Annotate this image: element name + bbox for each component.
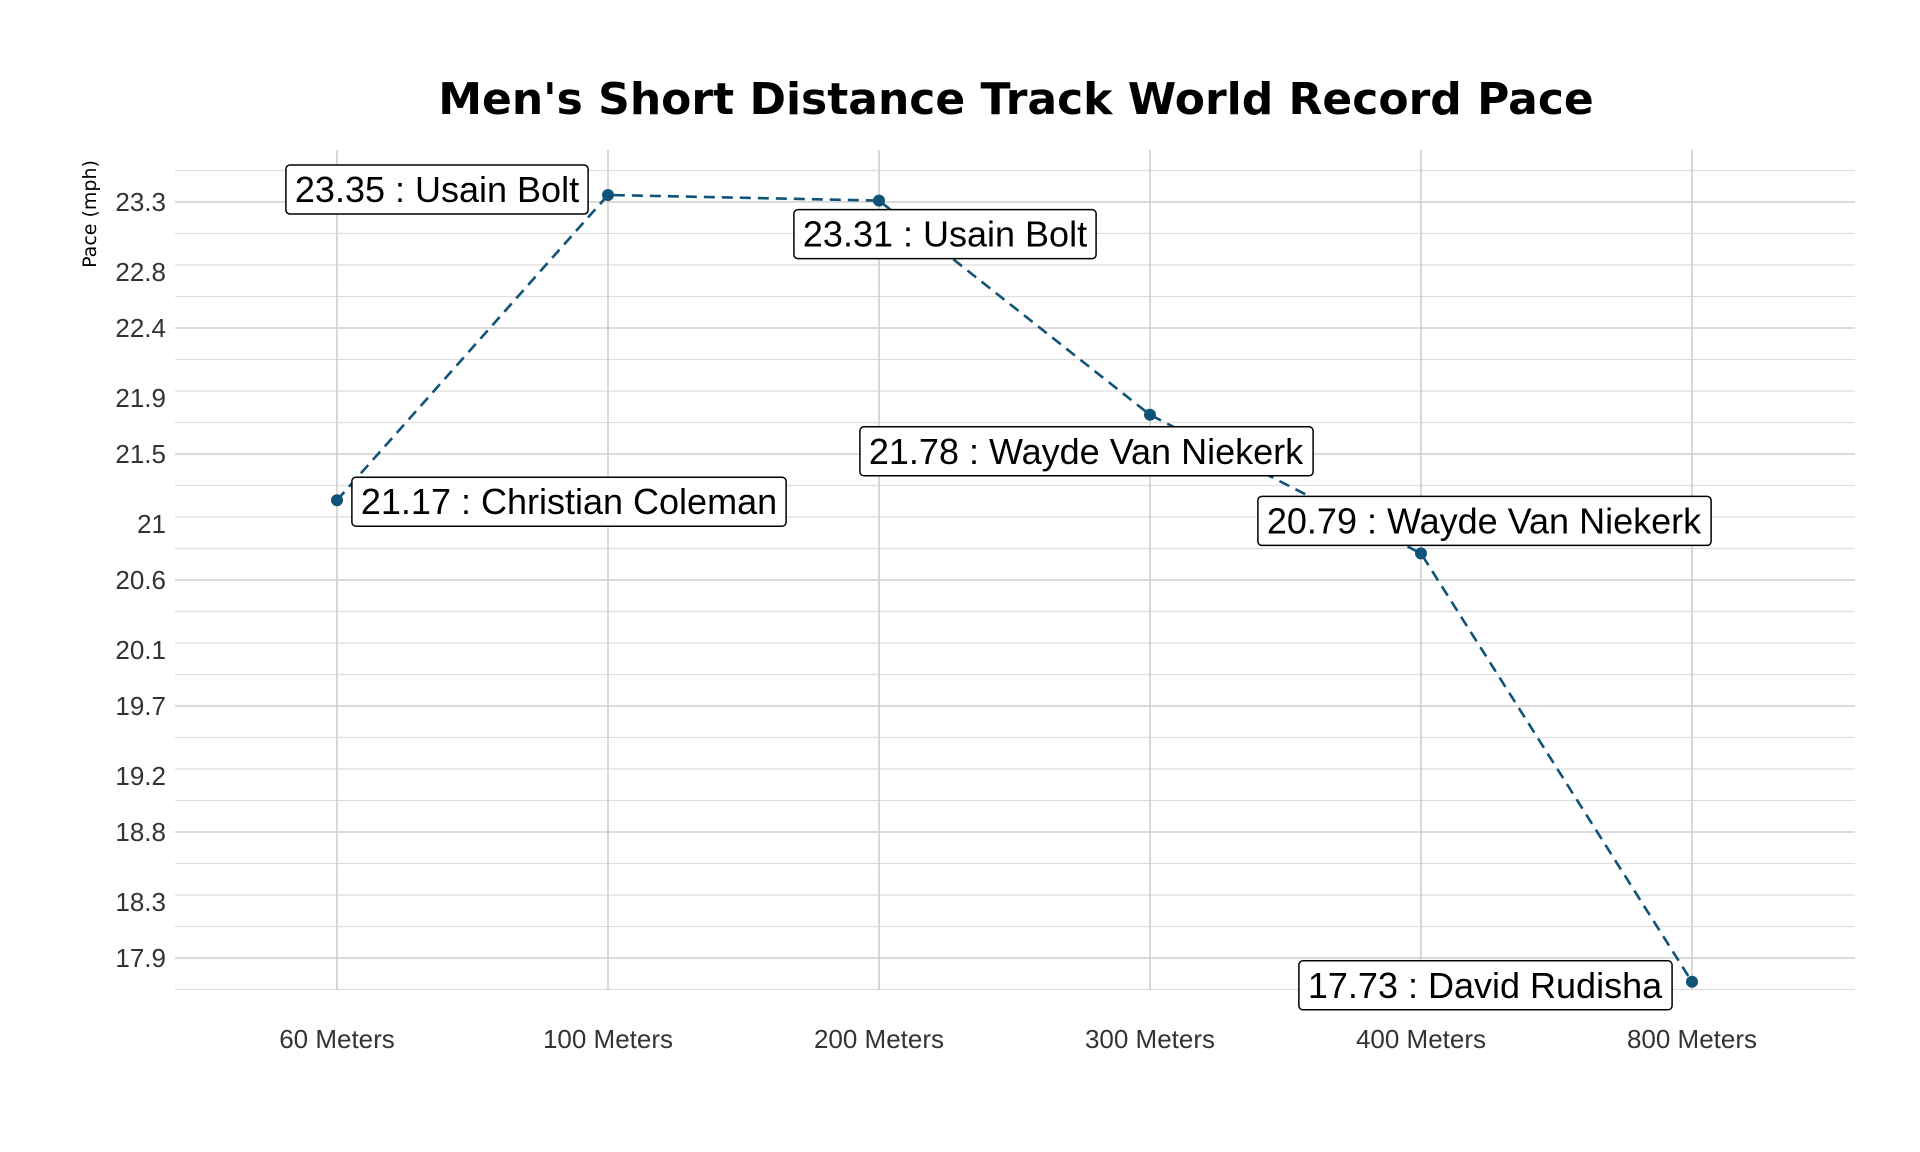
data-label: 17.73 : David Rudisha — [1298, 960, 1673, 1011]
x-tick-label: 400 Meters — [1356, 1024, 1486, 1054]
x-tick-label: 60 Meters — [279, 1024, 395, 1054]
y-tick-label: 18.3 — [115, 887, 166, 917]
data-label-box — [285, 164, 589, 215]
data-label-text: 20.79 : Wayde Van Niekerk — [1267, 500, 1702, 541]
y-axis-label: Pace (mph) — [79, 160, 101, 268]
y-tick-label: 21 — [137, 509, 166, 539]
y-tick-label: 20.6 — [115, 565, 166, 595]
y-tick-label: 21.5 — [115, 439, 166, 469]
y-tick-label: 18.8 — [115, 817, 166, 847]
y-axis-ticks: 17.9 18.3 18.8 19.2 19.7 20.1 20.6 21 21.5 21.9 22… — [115, 187, 166, 973]
data-point — [1415, 547, 1427, 560]
data-label-text: 17.73 : David Rudisha — [1308, 965, 1663, 1006]
x-tick-label: 800 Meters — [1627, 1024, 1757, 1054]
data-label-box — [1298, 960, 1673, 1011]
y-tick-label: 22.8 — [115, 257, 166, 287]
y-tick-label: 21.9 — [115, 383, 166, 413]
y-tick-label: 19.7 — [115, 691, 166, 721]
chart-title: Men's Short Distance Track World Record … — [438, 74, 1594, 125]
data-label: 23.31 : Usain Bolt — [793, 208, 1097, 260]
data-labels: 21.17 : Christian Coleman 23.35 : Usain B… — [285, 164, 1712, 1011]
data-label: 21.17 : Christian Coleman — [351, 476, 787, 527]
data-point — [873, 194, 885, 207]
y-tick-label: 22.4 — [115, 313, 166, 343]
data-points — [331, 189, 1698, 988]
series-line-layer — [336, 193, 1694, 983]
y-tick-label: 20.1 — [115, 635, 166, 665]
data-label-text: 23.31 : Usain Bolt — [803, 214, 1087, 255]
data-label-text: 21.78 : Wayde Van Niekerk — [869, 431, 1304, 472]
x-tick-label: 100 Meters — [543, 1024, 673, 1054]
data-point — [1686, 975, 1698, 988]
data-label-box — [859, 426, 1314, 477]
data-label-text: 23.35 : Usain Bolt — [295, 169, 579, 210]
data-label-box — [351, 476, 787, 527]
data-point — [1144, 408, 1156, 421]
y-tick-label: 23.3 — [115, 187, 166, 217]
data-label: 23.35 : Usain Bolt — [285, 164, 589, 215]
data-label-box — [793, 208, 1097, 260]
data-point — [331, 494, 343, 507]
x-axis-ticks: 60 Meters 100 Meters 200 Meters 300 Meters 4… — [279, 1024, 1757, 1054]
data-label: 21.78 : Wayde Van Niekerk — [859, 426, 1314, 477]
data-point — [602, 189, 614, 201]
series-line — [336, 193, 1694, 983]
gridlines — [175, 150, 1855, 991]
data-label-text: 21.17 : Christian Coleman — [361, 481, 777, 522]
y-tick-label: 17.9 — [115, 943, 166, 973]
data-label-box — [1257, 495, 1712, 547]
x-tick-label: 300 Meters — [1085, 1024, 1215, 1054]
y-tick-label: 19.2 — [115, 761, 166, 791]
x-tick-label: 200 Meters — [814, 1024, 944, 1054]
data-label: 20.79 : Wayde Van Niekerk — [1257, 495, 1712, 547]
